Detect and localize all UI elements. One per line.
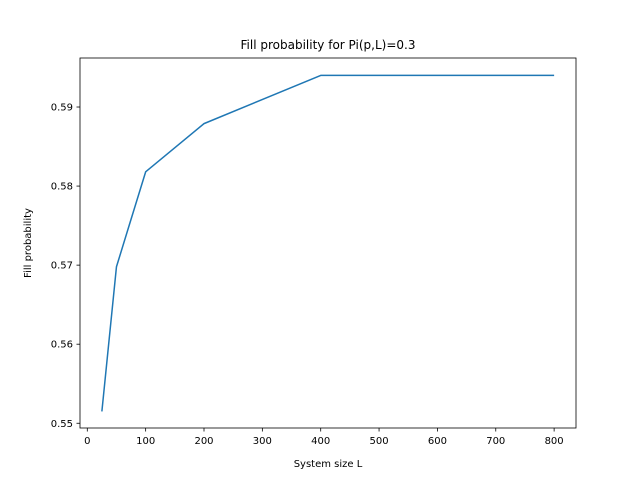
y-tick-label: 0.58 <box>51 182 73 193</box>
y-axis-ticks: 0.55 0.56 0.57 0.58 0.59 <box>51 103 80 430</box>
y-tick-label: 0.59 <box>51 103 73 114</box>
x-tick-label: 400 <box>311 436 330 447</box>
series-line <box>101 74 555 412</box>
x-tick-label: 700 <box>486 436 505 447</box>
y-tick-label: 0.55 <box>51 419 73 430</box>
x-tick-label: 800 <box>545 436 564 447</box>
chart-title: Fill probability for Pi(p,L)=0.3 <box>241 38 416 52</box>
x-axis-ticks: 0 100 200 300 400 500 600 700 800 <box>84 428 564 447</box>
x-tick-label: 600 <box>428 436 447 447</box>
y-tick-label: 0.57 <box>51 261 73 272</box>
x-tick-label: 500 <box>370 436 389 447</box>
x-tick-label: 100 <box>136 436 155 447</box>
y-tick-label: 0.56 <box>51 340 73 351</box>
plot-area <box>101 74 555 412</box>
axes-frame <box>79 57 577 429</box>
y-axis-label: Fill probability <box>23 208 34 278</box>
x-tick-label: 300 <box>253 436 272 447</box>
x-axis-label: System size L <box>294 459 363 470</box>
x-tick-label: 0 <box>84 436 90 447</box>
x-tick-label: 200 <box>194 436 213 447</box>
